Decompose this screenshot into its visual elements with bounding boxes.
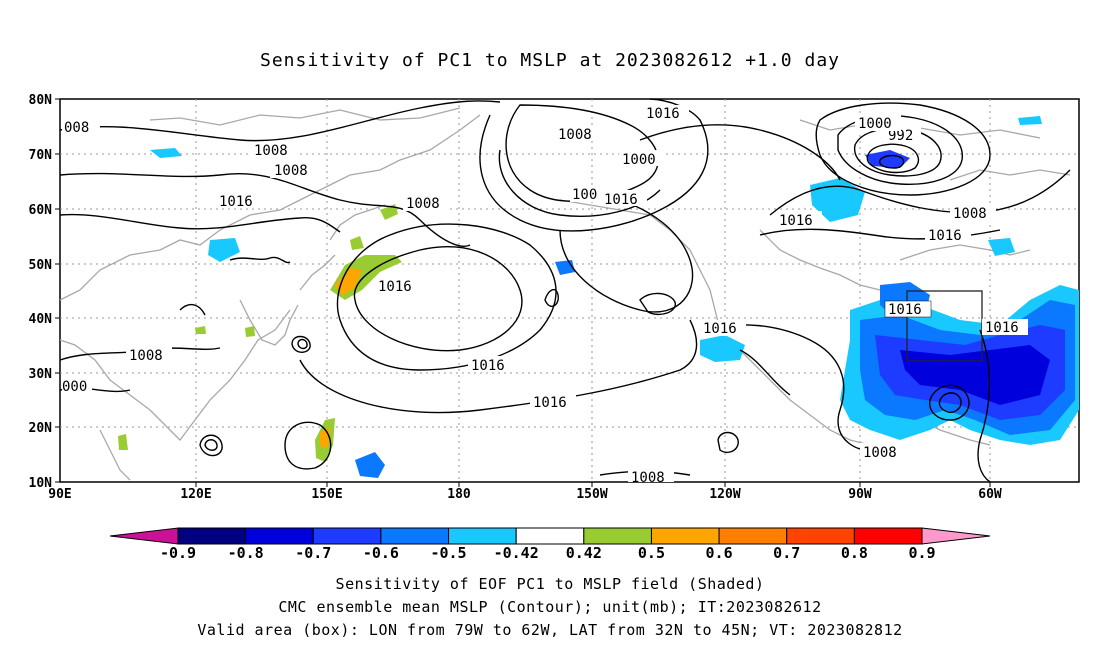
contour-label: 992 [888, 128, 913, 144]
lon-label: 120E [180, 487, 211, 502]
lat-label: 60N [29, 203, 53, 218]
contour-label: 1016 [646, 106, 680, 122]
contour-label: 1016 [779, 213, 813, 229]
contour-label: 000 [62, 379, 87, 395]
colorbar-cell [853, 527, 923, 545]
colorbar-labels: -0.9 -0.8 -0.7 -0.6 -0.5 -0.42 0.42 0.5 0.6 0.7 0.… [160, 544, 936, 562]
lon-label: 150E [311, 487, 342, 502]
contour-label: 1008 [274, 163, 308, 179]
contour-label: 1008 [863, 445, 897, 461]
colorbar [109, 527, 991, 545]
contour-label: 1008 [406, 196, 440, 212]
colorbar-cell [245, 527, 314, 545]
colorbar-label: -0.6 [363, 544, 399, 562]
colorbar-label: -0.7 [295, 544, 331, 562]
lat-ticks [55, 98, 60, 483]
colorbar-cell [650, 527, 720, 545]
colorbar-cell [380, 527, 450, 545]
footer-line-1: Sensitivity of EOF PC1 to MSLP field (Sh… [335, 575, 765, 593]
colorbar-label: -0.9 [160, 544, 196, 562]
contour-label-layer: 1016 1008 1008 1000 992 1008 1008 1008 [62, 105, 1028, 486]
colorbar-label: -0.8 [228, 544, 264, 562]
lon-label: 120W [709, 487, 740, 502]
colorbar-cell [786, 527, 855, 545]
contour-label: 100 [572, 187, 597, 203]
colorbar-cell [448, 527, 517, 545]
lon-label: 90W [848, 487, 872, 502]
colorbar-cells [177, 527, 923, 545]
contour-label: 1008 [254, 143, 288, 159]
contour-label: 1016 [888, 302, 922, 318]
contour-label: 1016 [928, 228, 962, 244]
contour-label: 1016 [703, 321, 737, 337]
colorbar-cell [312, 527, 382, 545]
lon-label: 150W [576, 487, 607, 502]
colorbar-label: 0.42 [566, 544, 602, 562]
colorbar-label: 0.9 [908, 544, 935, 562]
lat-label: 50N [29, 258, 53, 273]
figure-title: Sensitivity of PC1 to MSLP at 2023082612… [259, 50, 840, 71]
lat-label: 40N [29, 312, 53, 327]
contour-label: 008 [64, 120, 89, 136]
contour-label: 1016 [219, 194, 253, 210]
lat-label: 10N [29, 476, 53, 491]
lat-label: 70N [29, 148, 53, 163]
lon-label: 60W [978, 487, 1002, 502]
colorbar-label: -0.5 [430, 544, 466, 562]
contour-label: 1016 [378, 279, 412, 295]
contour-label: 1016 [604, 192, 638, 208]
colorbar-low-triangle [109, 527, 179, 545]
contour-label: 1008 [953, 206, 987, 222]
colorbar-cell [177, 527, 247, 545]
footer-line-2: CMC ensemble mean MSLP (Contour); unit(m… [278, 598, 822, 616]
lon-label: 90E [48, 487, 71, 502]
contour-label-group: 1016 [373, 278, 417, 295]
colorbar-label: 0.6 [706, 544, 733, 562]
colorbar-label: 0.8 [841, 544, 868, 562]
colorbar-label: -0.42 [494, 544, 539, 562]
lat-label: 80N [29, 93, 53, 108]
contour-label: 1000 [858, 116, 892, 132]
colorbar-label: 0.7 [773, 544, 800, 562]
colorbar-cell [583, 527, 652, 545]
colorbar-cell [515, 527, 585, 545]
colorbar-high-triangle [921, 527, 991, 545]
lon-label: 180 [447, 487, 471, 502]
longitude-labels: 90E 120E 150E 180 150W 120W 90W 60W [48, 487, 1002, 502]
contour-label: 1000 [622, 152, 656, 168]
contour-label: 1008 [631, 470, 665, 486]
contour-label: 1016 [985, 320, 1019, 336]
contour-label: 1016 [533, 395, 567, 411]
colorbar-label: 0.5 [638, 544, 665, 562]
lon-ticks [195, 482, 991, 487]
latitude-labels: 80N 70N 60N 50N 40N 30N 20N 10N [29, 93, 53, 491]
contour-label: 1008 [558, 127, 592, 143]
lat-label: 20N [29, 421, 53, 436]
contour-label: 1008 [129, 348, 163, 364]
contour-label: 1016 [471, 358, 505, 374]
lat-label: 30N [29, 367, 53, 382]
colorbar-cell [718, 527, 788, 545]
footer-line-3: Valid area (box): LON from 79W to 62W, L… [197, 621, 903, 639]
